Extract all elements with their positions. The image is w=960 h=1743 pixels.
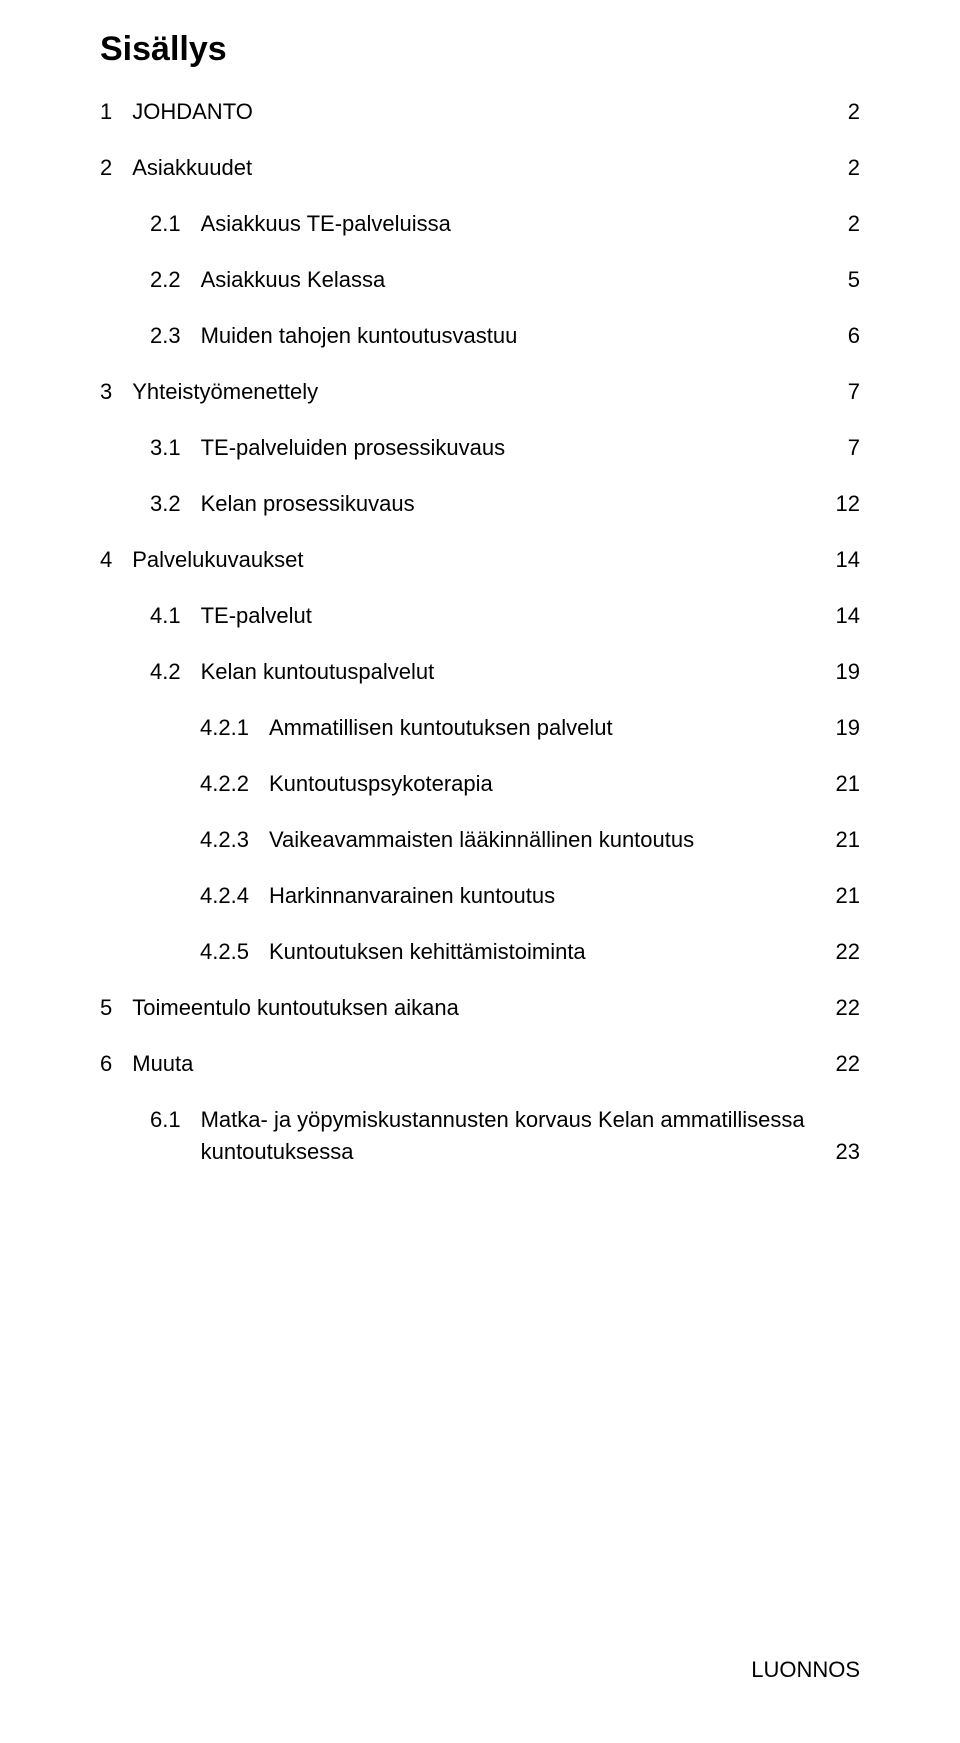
toc-entry: 2.1Asiakkuus TE-palveluissa 2 bbox=[100, 211, 860, 237]
toc-page: 2 bbox=[842, 211, 860, 237]
toc-page: 6 bbox=[842, 323, 860, 349]
toc-label: Kelan prosessikuvaus bbox=[201, 491, 415, 517]
toc-number: 6 bbox=[100, 1051, 132, 1077]
toc-page: 5 bbox=[842, 267, 860, 293]
page-title: Sisällys bbox=[100, 30, 860, 69]
toc-page: 7 bbox=[842, 379, 860, 405]
toc-number: 4.2.5 bbox=[200, 939, 269, 965]
toc-label: Muuta bbox=[132, 1051, 193, 1077]
toc-entry: 4.2Kelan kuntoutuspalvelut 19 bbox=[100, 659, 860, 685]
toc-entry: 6.1Matka- ja yöpymiskustannusten korvaus… bbox=[100, 1107, 860, 1165]
toc-entry: 6Muuta 22 bbox=[100, 1051, 860, 1077]
toc-label: Kelan kuntoutuspalvelut bbox=[201, 659, 435, 685]
toc-label: Ammatillisen kuntoutuksen palvelut bbox=[269, 715, 613, 741]
toc-entry: 3Yhteistyömenettely 7 bbox=[100, 379, 860, 405]
toc-number: 6.1 bbox=[150, 1107, 201, 1133]
toc-page: 21 bbox=[830, 771, 860, 797]
toc-number: 4.2 bbox=[150, 659, 201, 685]
toc-label: TE-palvelut bbox=[201, 603, 312, 629]
toc-line: 6.1kuntoutuksessa23 bbox=[150, 1139, 860, 1165]
toc-page: 2 bbox=[842, 155, 860, 181]
toc-label: Kuntoutuspsykoterapia bbox=[269, 771, 493, 797]
toc-label: Palvelukuvaukset bbox=[132, 547, 303, 573]
toc-entry: 1JOHDANTO 2 bbox=[100, 99, 860, 125]
toc-entry: 5Toimeentulo kuntoutuksen aikana 22 bbox=[100, 995, 860, 1021]
toc-label: Kuntoutuksen kehittämistoiminta bbox=[269, 939, 586, 965]
toc-entry: 2.3Muiden tahojen kuntoutusvastuu 6 bbox=[100, 323, 860, 349]
toc-entry: 4.2.1Ammatillisen kuntoutuksen palvelut 1… bbox=[100, 715, 860, 741]
toc-label: Harkinnanvarainen kuntoutus bbox=[269, 883, 555, 909]
toc-number: 5 bbox=[100, 995, 132, 1021]
toc-page: 21 bbox=[830, 827, 860, 853]
toc-page: 14 bbox=[830, 603, 860, 629]
footer-text: LUONNOS bbox=[751, 1657, 860, 1683]
toc-entry: 4.2.5Kuntoutuksen kehittämistoiminta 22 bbox=[100, 939, 860, 965]
toc-number: 3.1 bbox=[150, 435, 201, 461]
toc-entry: 2Asiakkuudet2 bbox=[100, 155, 860, 181]
toc-number: 4.2.1 bbox=[200, 715, 269, 741]
toc-entry: 4.2.3Vaikeavammaisten lääkinnällinen kun… bbox=[100, 827, 860, 853]
toc-label: Asiakkuudet bbox=[132, 155, 252, 181]
toc-label: Matka- ja yöpymiskustannusten korvaus Ke… bbox=[201, 1107, 805, 1133]
toc-page: 7 bbox=[842, 435, 860, 461]
document-page: Sisällys 1JOHDANTO22Asiakkuudet22.1Asiak… bbox=[0, 0, 960, 1165]
toc-number: 3.2 bbox=[150, 491, 201, 517]
toc-page: 14 bbox=[830, 547, 860, 573]
toc-number: 4.2.3 bbox=[200, 827, 269, 853]
toc-list: 1JOHDANTO22Asiakkuudet22.1Asiakkuus TE-p… bbox=[100, 99, 860, 1165]
toc-number: 4 bbox=[100, 547, 132, 573]
toc-entry: 4Palvelukuvaukset 14 bbox=[100, 547, 860, 573]
toc-entry: 2.2Asiakkuus Kelassa 5 bbox=[100, 267, 860, 293]
toc-label: Asiakkuus TE-palveluissa bbox=[201, 211, 451, 237]
toc-page: 23 bbox=[830, 1139, 860, 1165]
toc-page: 12 bbox=[830, 491, 860, 517]
toc-number: 4.2.2 bbox=[200, 771, 269, 797]
toc-label: Vaikeavammaisten lääkinnällinen kuntoutu… bbox=[269, 827, 694, 853]
toc-number: 2.2 bbox=[150, 267, 201, 293]
toc-number: 3 bbox=[100, 379, 132, 405]
toc-label: Asiakkuus Kelassa bbox=[201, 267, 386, 293]
toc-label: kuntoutuksessa bbox=[201, 1139, 354, 1165]
toc-number: 4.1 bbox=[150, 603, 201, 629]
toc-label: Yhteistyömenettely bbox=[132, 379, 318, 405]
toc-entry: 4.2.4Harkinnanvarainen kuntoutus 21 bbox=[100, 883, 860, 909]
toc-label: Muiden tahojen kuntoutusvastuu bbox=[201, 323, 518, 349]
toc-number: 2.3 bbox=[150, 323, 201, 349]
toc-label: JOHDANTO bbox=[132, 99, 253, 125]
toc-entry: 3.2Kelan prosessikuvaus 12 bbox=[100, 491, 860, 517]
toc-label: Toimeentulo kuntoutuksen aikana bbox=[132, 995, 459, 1021]
toc-label: TE-palveluiden prosessikuvaus bbox=[201, 435, 506, 461]
toc-number: 4.2.4 bbox=[200, 883, 269, 909]
toc-number: 1 bbox=[100, 99, 132, 125]
toc-page: 19 bbox=[830, 715, 860, 741]
toc-page: 22 bbox=[830, 995, 860, 1021]
toc-entry: 4.2.2Kuntoutuspsykoterapia 21 bbox=[100, 771, 860, 797]
toc-page: 19 bbox=[830, 659, 860, 685]
toc-page: 22 bbox=[830, 1051, 860, 1077]
toc-number: 2.1 bbox=[150, 211, 201, 237]
toc-number: 2 bbox=[100, 155, 132, 181]
toc-entry: 4.1TE-palvelut 14 bbox=[100, 603, 860, 629]
toc-page: 2 bbox=[842, 99, 860, 125]
toc-entry: 3.1TE-palveluiden prosessikuvaus 7 bbox=[100, 435, 860, 461]
toc-line: 6.1Matka- ja yöpymiskustannusten korvaus… bbox=[150, 1107, 860, 1133]
toc-page: 21 bbox=[830, 883, 860, 909]
toc-page: 22 bbox=[830, 939, 860, 965]
